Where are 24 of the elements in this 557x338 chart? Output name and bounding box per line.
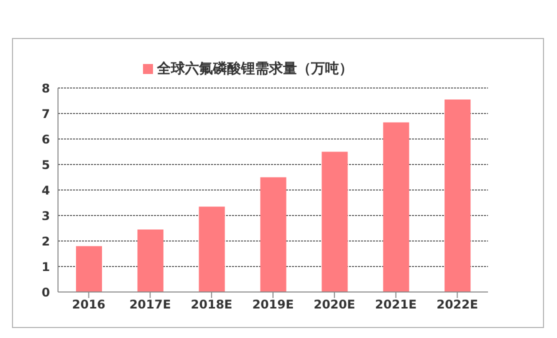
bar [444,99,471,292]
y-tick-label: 3 [42,208,50,223]
bar [260,177,286,292]
x-tick-label: 2018E [190,298,232,312]
x-tick-label: 2021E [375,298,417,312]
y-tick-label: 8 [42,81,50,96]
x-tick-label: 2022E [436,298,478,312]
y-tick-label: 4 [42,183,50,198]
bar [322,152,348,292]
legend-label: 全球六氟磷酸锂需求量（万吨） [157,61,353,77]
bar [137,230,164,292]
y-tick-label: 6 [42,132,50,146]
x-tick-label: 2020E [314,298,356,312]
x-tick-label: 2019E [252,298,294,312]
y-tick-label: 2 [42,234,50,248]
y-tick-label: 0 [42,285,50,300]
y-tick-label: 1 [42,260,50,274]
y-tick-label: 7 [42,106,50,121]
x-tick-label: 2016 [72,298,106,312]
bar [198,206,225,292]
y-tick-label: 5 [42,158,50,172]
bar [76,246,102,292]
bar [383,122,410,292]
x-tick-label: 2017E [129,298,171,312]
